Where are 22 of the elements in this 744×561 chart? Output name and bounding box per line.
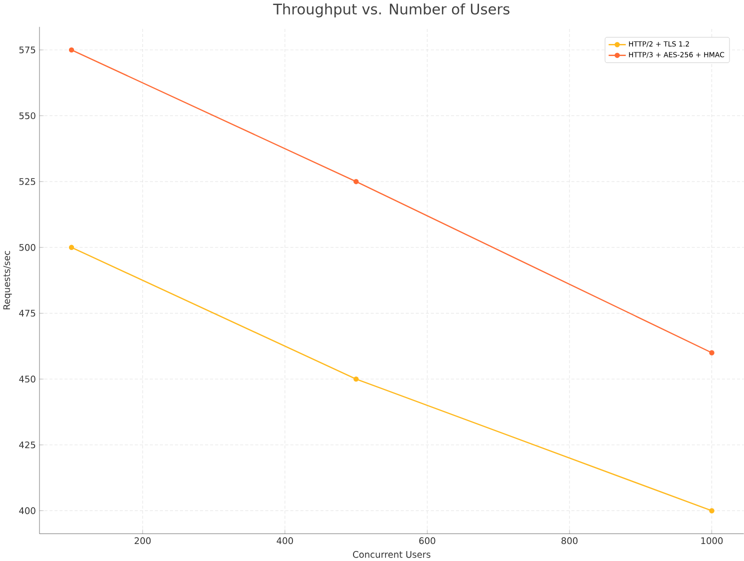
x-axis-title: Concurrent Users — [352, 550, 430, 558]
point — [353, 178, 359, 184]
y-tick-label: 400 — [19, 507, 36, 514]
y-axis-title: Requests/sec — [3, 250, 12, 310]
y-tick-label: 425 — [19, 441, 36, 448]
y-tick-label: 450 — [19, 376, 36, 382]
y-tick-label: 550 — [19, 112, 36, 120]
point — [68, 47, 74, 52]
point — [709, 350, 714, 356]
point — [68, 244, 74, 250]
point — [709, 508, 714, 514]
x-tick-label: 1000 — [701, 537, 723, 544]
y-tick-label: 500 — [19, 244, 36, 251]
x-tick-label: 400 — [276, 537, 293, 544]
chart-title: Throughput vs. Number of Users — [273, 3, 510, 18]
x-tick-label: 800 — [561, 537, 578, 544]
y-tick-label: 475 — [19, 310, 36, 316]
point — [353, 376, 359, 382]
x-tick-label: 200 — [134, 537, 151, 544]
y-tick-label: 575 — [19, 46, 36, 54]
x-tick-label: 600 — [419, 537, 436, 544]
y-tick-label: 525 — [19, 178, 36, 185]
